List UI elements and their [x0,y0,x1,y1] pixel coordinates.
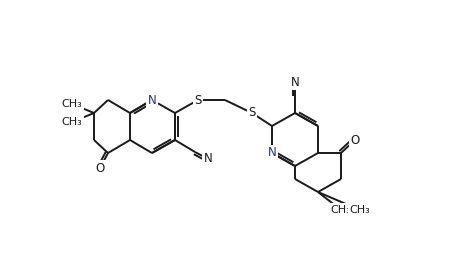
Text: O: O [350,134,359,146]
Text: CH₃: CH₃ [62,117,82,127]
Text: N: N [291,75,299,89]
Text: S: S [248,106,256,119]
Text: S: S [194,94,202,106]
Text: CH₃: CH₃ [62,99,82,109]
Text: N: N [204,152,213,166]
Text: CH₃: CH₃ [331,205,352,215]
Text: O: O [95,161,105,174]
Text: CH₃: CH₃ [350,205,371,215]
Text: N: N [268,146,276,160]
Text: N: N [147,94,156,106]
